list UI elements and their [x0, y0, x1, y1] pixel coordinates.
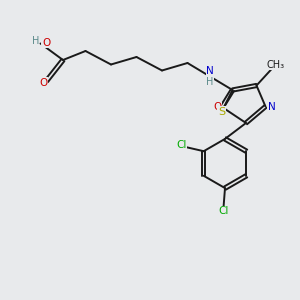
Text: CH₃: CH₃	[267, 59, 285, 70]
Text: H: H	[32, 36, 39, 46]
Text: Cl: Cl	[218, 206, 229, 216]
Text: Cl: Cl	[176, 140, 186, 150]
Text: N: N	[206, 66, 214, 76]
Text: N: N	[268, 101, 275, 112]
Text: H: H	[206, 76, 214, 87]
Text: O: O	[42, 38, 50, 48]
Text: O: O	[213, 102, 222, 112]
Text: O: O	[39, 77, 48, 88]
Text: S: S	[218, 106, 225, 117]
